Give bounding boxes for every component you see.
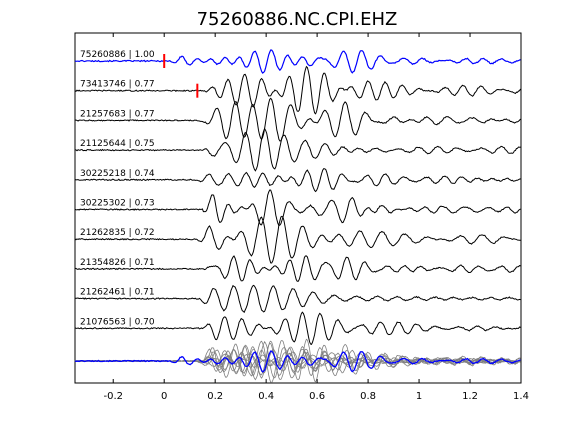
- picks-group: [163, 54, 199, 98]
- x-tick-label-8: 1.4: [513, 391, 529, 402]
- trace-line-5: [74, 189, 521, 227]
- x-axis: -0.2 0 0.2 0.4 0.6 0.8 1 1.2 1.4: [103, 33, 529, 402]
- trace-label-3: 21125644 | 0.75: [80, 139, 155, 149]
- trace-line-1: [74, 65, 521, 115]
- x-tick-label-0: -0.2: [103, 391, 123, 402]
- trace-label-0: 75260886 | 1.00: [80, 50, 155, 60]
- trace-label-5: 30225302 | 0.73: [80, 199, 155, 209]
- trace-label-9: 21076563 | 0.70: [80, 317, 155, 327]
- trace-line-9: [74, 311, 521, 346]
- x-tick-label-2: 0.2: [207, 391, 223, 402]
- x-tick-label-4: 0.6: [309, 391, 325, 402]
- stack-reference-trace: [74, 350, 521, 373]
- trace-labels-group: 75260886 | 1.00 73413746 | 0.77 21257683 |…: [80, 50, 155, 327]
- trace-label-7: 21354826 | 0.71: [80, 258, 155, 268]
- trace-line-8: [74, 284, 521, 314]
- trace-label-4: 30225218 | 0.74: [80, 169, 155, 179]
- trace-line-0: [74, 49, 521, 74]
- x-tick-label-5: 0.8: [360, 391, 376, 402]
- trace-label-8: 21262461 | 0.71: [80, 288, 155, 298]
- trace-line-6: [74, 215, 521, 264]
- x-tick-label-3: 0.4: [258, 391, 274, 402]
- trace-line-4: [74, 168, 521, 193]
- x-tick-label-6: 1: [416, 391, 422, 402]
- trace-label-1: 73413746 | 0.77: [80, 80, 155, 90]
- trace-line-2: [74, 97, 521, 142]
- trace-label-2: 21257683 | 0.77: [80, 109, 155, 119]
- trace-label-6: 21262835 | 0.72: [80, 228, 155, 238]
- trace-line-3: [75, 127, 521, 172]
- chart-title: 75260886.NC.CPI.EHZ: [197, 9, 398, 30]
- x-tick-label-1: 0: [161, 391, 167, 402]
- traces-group: [74, 49, 521, 383]
- trace-line-7: [74, 255, 521, 282]
- x-tick-label-7: 1.2: [462, 391, 478, 402]
